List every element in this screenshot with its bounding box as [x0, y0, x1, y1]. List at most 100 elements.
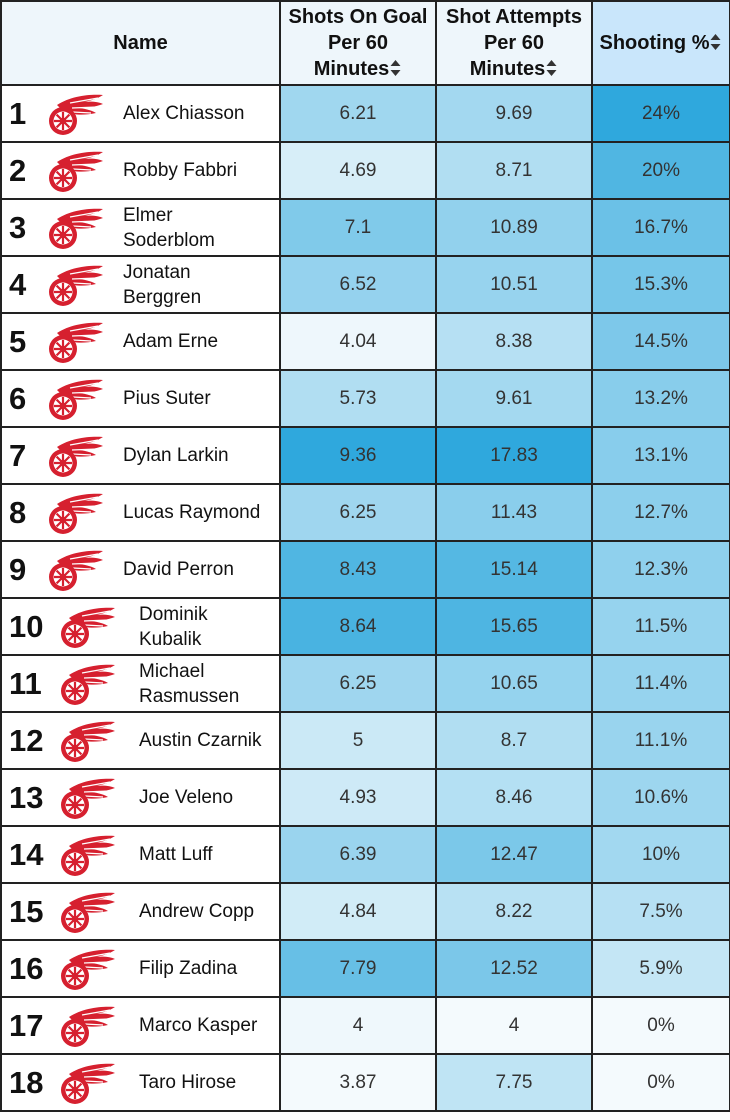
shooting-pct-cell: 10.6% — [591, 768, 730, 827]
player-cell: 10 Dominik Kubalik — [0, 597, 281, 656]
shooting-pct-cell: 11.1% — [591, 711, 730, 770]
player-name[interactable]: Joe Veleno — [139, 785, 233, 810]
red-wings-logo-icon — [61, 835, 115, 876]
player-name[interactable]: Filip Zadina — [139, 956, 237, 981]
shots-on-goal-cell: 4.84 — [279, 882, 437, 941]
player-name[interactable]: David Perron — [123, 557, 234, 582]
player-name-line: Soderblom — [123, 229, 215, 251]
player-name-line: Matt Luff — [139, 844, 213, 865]
sort-arrows-icon[interactable] — [709, 33, 722, 51]
shot-attempts-cell: 10.89 — [435, 198, 593, 257]
player-cell: 7 Dylan Larkin — [0, 426, 281, 485]
shooting-pct-column-header[interactable]: Shooting % — [591, 0, 730, 86]
table-row: 13 Joe Veleno 4.93 8.46 10.6% — [0, 768, 730, 827]
player-name[interactable]: Andrew Copp — [139, 899, 254, 924]
player-name[interactable]: Austin Czarnik — [139, 728, 262, 753]
player-cell: 17 Marco Kasper — [0, 996, 281, 1055]
player-cell: 18 Taro Hirose — [0, 1053, 281, 1112]
shot-attempts-cell: 8.71 — [435, 141, 593, 200]
rank-number: 16 — [9, 950, 44, 986]
rank-number: 6 — [9, 380, 27, 416]
player-name-line: Rasmussen — [139, 685, 240, 707]
rank-number: 15 — [9, 893, 44, 929]
player-name[interactable]: Marco Kasper — [139, 1013, 257, 1038]
player-name[interactable]: Elmer Soderblom — [123, 203, 215, 253]
sort-arrows-icon[interactable] — [545, 59, 558, 77]
shots-on-goal-cell: 7.1 — [279, 198, 437, 257]
player-name-line: Alex Chiasson — [123, 103, 245, 124]
rank-number: 2 — [9, 152, 27, 188]
player-cell: 15 Andrew Copp — [0, 882, 281, 941]
table-row: 2 Robby Fabbri 4.69 8.71 20% — [0, 141, 730, 200]
rank-number: 9 — [9, 551, 27, 587]
player-name-line: Filip Zadina — [139, 958, 238, 979]
shooting-pct-cell: 16.7% — [591, 198, 730, 257]
player-name-line: Berggren — [123, 286, 202, 308]
rank-number: 18 — [9, 1064, 44, 1100]
table-row: 18 Taro Hirose 3.87 7.75 0% — [0, 1053, 730, 1112]
sort-arrows-icon[interactable] — [389, 59, 402, 77]
player-name-line: Adam Erne — [123, 331, 219, 352]
player-name[interactable]: Adam Erne — [123, 329, 218, 354]
player-name[interactable]: Lucas Raymond — [123, 500, 260, 525]
rank-number: 14 — [9, 836, 44, 872]
player-cell: 6 Pius Suter — [0, 369, 281, 428]
shooting-pct-cell: 14.5% — [591, 312, 730, 371]
shot-attempts-cell: 4 — [435, 996, 593, 1055]
player-cell: 9 David Perron — [0, 540, 281, 599]
sog-header-line-1: Shots On Goal — [288, 6, 428, 28]
table-row: 16 Filip Zadina 7.79 12.52 5.9% — [0, 939, 730, 998]
shot-attempts-cell: 15.14 — [435, 540, 593, 599]
red-wings-logo-icon — [49, 265, 103, 306]
shot-attempts-cell: 10.51 — [435, 255, 593, 314]
player-cell: 5 Adam Erne — [0, 312, 281, 371]
red-wings-logo-icon — [61, 949, 115, 990]
table-row: 10 Dominik Kubalik 8.64 15.65 11.5% — [0, 597, 730, 656]
player-name[interactable]: Pius Suter — [123, 386, 211, 411]
shot-attempts-cell: 15.65 — [435, 597, 593, 656]
player-name[interactable]: Jonatan Berggren — [123, 260, 201, 310]
shots-on-goal-cell: 6.21 — [279, 84, 437, 143]
rank-number: 10 — [9, 608, 44, 644]
shots-on-goal-cell: 3.87 — [279, 1053, 437, 1112]
player-name-line: Marco Kasper — [139, 1015, 258, 1036]
table-row: 7 Dylan Larkin 9.36 17.83 13.1% — [0, 426, 730, 485]
red-wings-logo-icon — [61, 1006, 115, 1047]
shots-on-goal-cell: 6.39 — [279, 825, 437, 884]
table-row: 15 Andrew Copp 4.84 8.22 7.5% — [0, 882, 730, 941]
shots-on-goal-cell: 4.93 — [279, 768, 437, 827]
player-name[interactable]: Dylan Larkin — [123, 443, 229, 468]
player-name[interactable]: Robby Fabbri — [123, 158, 237, 183]
player-cell: 11 Michael Rasmussen — [0, 654, 281, 713]
name-column-header[interactable]: Name — [0, 0, 281, 86]
player-name[interactable]: Taro Hirose — [139, 1070, 236, 1095]
shot-attempts-cell: 8.22 — [435, 882, 593, 941]
shots-on-goal-cell: 8.64 — [279, 597, 437, 656]
red-wings-logo-icon — [49, 550, 103, 591]
player-name-line: Kubalik — [139, 628, 202, 650]
shooting-pct-cell: 20% — [591, 141, 730, 200]
player-name[interactable]: Michael Rasmussen — [139, 659, 239, 709]
shooting-pct-cell: 7.5% — [591, 882, 730, 941]
player-name-line: David Perron — [123, 559, 234, 580]
shots-on-goal-column-header[interactable]: Shots On Goal Per 60 Minutes — [279, 0, 437, 86]
player-name[interactable]: Matt Luff — [139, 842, 213, 867]
red-wings-logo-icon — [49, 322, 103, 363]
red-wings-logo-icon — [49, 94, 103, 135]
player-name-line: Michael — [139, 660, 205, 682]
player-cell: 16 Filip Zadina — [0, 939, 281, 998]
shots-on-goal-cell: 5.73 — [279, 369, 437, 428]
table-row: 4 Jonatan Berggren 6.52 10.51 15.3% — [0, 255, 730, 314]
header-row: Name Shots On Goal Per 60 Minutes Shot A… — [0, 0, 730, 86]
shot-attempts-column-header[interactable]: Shot Attempts Per 60 Minutes — [435, 0, 593, 86]
attempts-header-line-2: Per 60 — [483, 32, 545, 54]
table-row: 1 Alex Chiasson 6.21 9.69 24% — [0, 84, 730, 143]
table-row: 5 Adam Erne 4.04 8.38 14.5% — [0, 312, 730, 371]
player-name[interactable]: Dominik Kubalik — [139, 602, 208, 652]
shot-attempts-cell: 11.43 — [435, 483, 593, 542]
player-name[interactable]: Alex Chiasson — [123, 101, 244, 126]
shots-on-goal-cell: 6.52 — [279, 255, 437, 314]
player-cell: 2 Robby Fabbri — [0, 141, 281, 200]
table-row: 17 Marco Kasper 4 4 0% — [0, 996, 730, 1055]
